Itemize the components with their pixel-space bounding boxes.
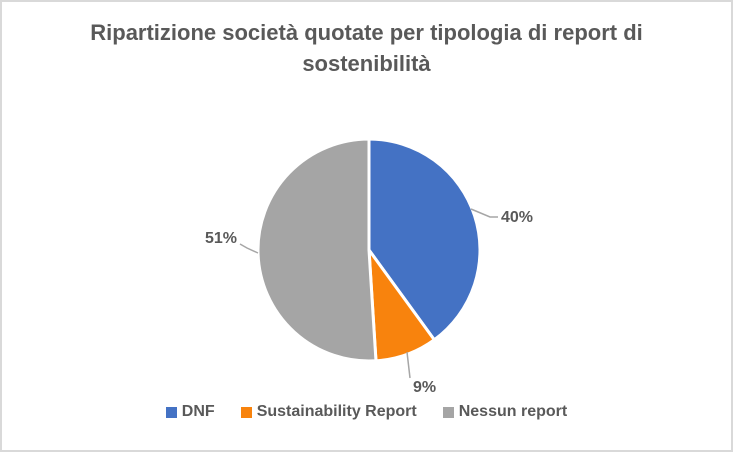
leader-line-nessun-report <box>239 243 259 254</box>
chart-title: Ripartizione società quotate per tipolog… <box>90 20 643 77</box>
legend-label: DNF <box>181 403 215 420</box>
data-label-dnf: 40% <box>501 209 533 226</box>
data-label-nessun-report: 51% <box>205 230 237 247</box>
legend-label: Nessun report <box>458 403 568 420</box>
legend-item-sustainability-report: Sustainability Report <box>240 403 417 421</box>
legend-label: Sustainability Report <box>256 403 417 420</box>
leader-line-sustainability-report <box>406 351 411 379</box>
legend-item-nessun-report: Nessun report <box>442 403 568 421</box>
legend-swatch-nessun-report <box>442 406 454 418</box>
chart-legend: DNF Sustainability Report Nessun report <box>2 403 731 421</box>
legend-swatch-dnf <box>165 406 177 418</box>
leader-line-dnf <box>470 208 498 218</box>
pie-slice-nessun-report <box>256 137 378 363</box>
legend-swatch-sustainability-report <box>240 406 252 418</box>
data-label-sustainability-report: 9% <box>413 379 436 396</box>
legend-item-dnf: DNF <box>165 403 215 421</box>
pie-slice-dnf <box>367 137 482 342</box>
